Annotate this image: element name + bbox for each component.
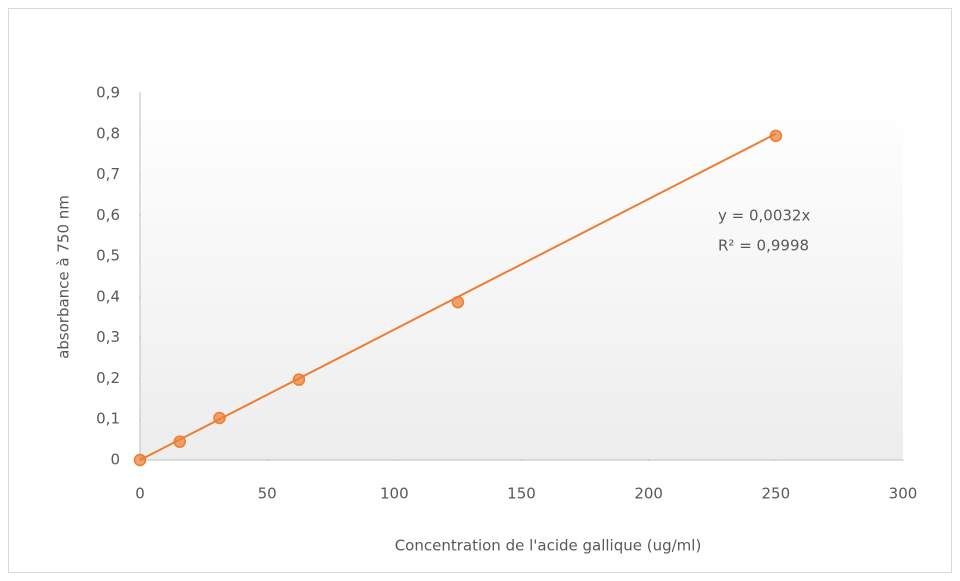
y-tick-label: 0,4 <box>96 287 120 305</box>
y-tick-label: 0,6 <box>96 206 120 224</box>
plot-area <box>140 93 903 460</box>
x-tick-label: 150 <box>507 485 536 503</box>
y-tick-label: 0,9 <box>96 84 120 102</box>
x-tick-label: 100 <box>380 485 409 503</box>
y-tick-label: 0,2 <box>96 369 120 387</box>
y-tick-label: 0,8 <box>96 124 120 142</box>
y-axis-title: absorbance à 750 nm <box>55 195 73 359</box>
y-tick-label: 0,7 <box>96 165 120 183</box>
y-tick-label: 0 <box>110 451 120 469</box>
trend-equation: y = 0,0032x <box>718 207 810 225</box>
point <box>173 435 186 448</box>
y-tick-label: 0,5 <box>96 247 120 265</box>
x-tick-label: 200 <box>634 485 663 503</box>
point <box>133 453 147 467</box>
point <box>213 411 226 425</box>
x-axis-title: Concentration de l'acide gallique (ug/ml… <box>395 537 702 555</box>
x-tick-label: 0 <box>135 485 145 503</box>
y-tick-label: 0,1 <box>96 410 120 428</box>
x-tick-label: 300 <box>889 485 918 503</box>
trend-r2: R² = 0,9998 <box>718 237 809 255</box>
y-tick-label: 0,3 <box>96 328 120 346</box>
point <box>769 129 783 143</box>
point <box>451 295 465 309</box>
point <box>292 373 306 386</box>
x-tick-label: 50 <box>258 485 277 503</box>
x-tick-label: 250 <box>762 485 791 503</box>
